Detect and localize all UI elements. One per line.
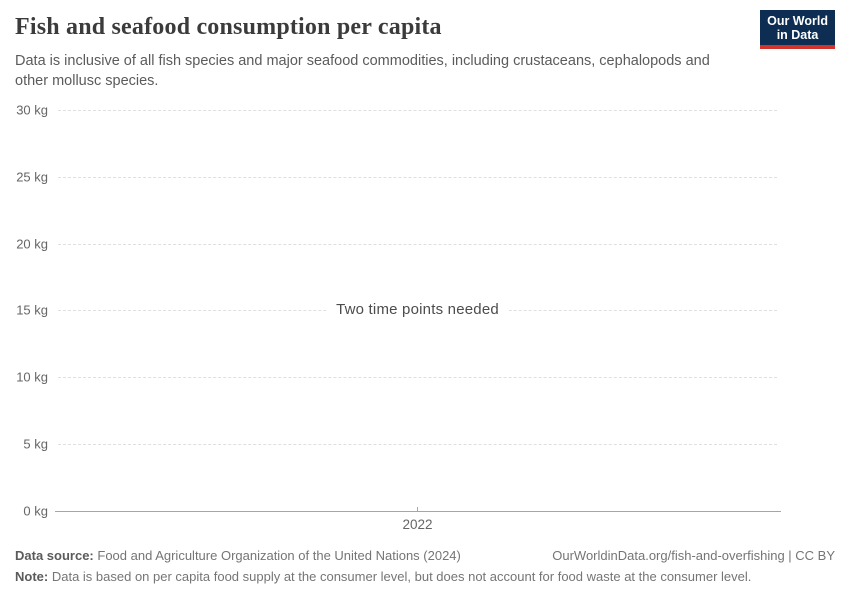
gridline	[58, 377, 777, 378]
note-line: Note: Data is based on per capita food s…	[15, 569, 835, 584]
note-text: Data is based on per capita food supply …	[51, 569, 752, 584]
owid-logo-line2: in Data	[776, 28, 819, 42]
owid-logo-line1: Our World	[767, 14, 828, 28]
gridline	[58, 177, 777, 178]
y-axis-tick-label: 20 kg	[16, 236, 48, 252]
gridline	[58, 110, 777, 111]
data-source-text: Food and Agriculture Organization of the…	[97, 548, 461, 563]
x-axis-line	[55, 511, 781, 512]
y-axis-tick-label: 0 kg	[23, 503, 48, 519]
y-axis-tick-label: 5 kg	[23, 436, 48, 452]
chart-footer: Data source: Food and Agriculture Organi…	[15, 548, 835, 584]
y-axis-tick-label: 15 kg	[16, 302, 48, 318]
data-source-line: Data source: Food and Agriculture Organi…	[15, 548, 461, 563]
page-title: Fish and seafood consumption per capita	[15, 14, 442, 40]
owid-cc-link[interactable]: OurWorldinData.org/fish-and-overfishing …	[552, 548, 835, 563]
plot-area: 30 kg 25 kg 20 kg 15 kg 10 kg 5 kg 0 kg	[16, 102, 781, 532]
chart-subtitle: Data is inclusive of all fish species an…	[15, 53, 710, 89]
empty-state-message-text: Two time points needed	[326, 299, 509, 320]
y-axis-tick-label: 25 kg	[16, 169, 48, 185]
data-source-label: Data source:	[15, 548, 94, 563]
gridline	[58, 244, 777, 245]
y-axis-tick-label: 10 kg	[16, 369, 48, 385]
y-axis-tick-label: 30 kg	[16, 102, 48, 118]
empty-state-message: Two time points needed	[58, 299, 777, 320]
note-label: Note:	[15, 569, 49, 584]
gridline	[58, 444, 777, 445]
x-axis-tick-label: 2022	[402, 517, 433, 532]
x-axis-tick-mark	[417, 507, 418, 511]
owid-logo[interactable]: Our World in Data	[760, 10, 835, 49]
